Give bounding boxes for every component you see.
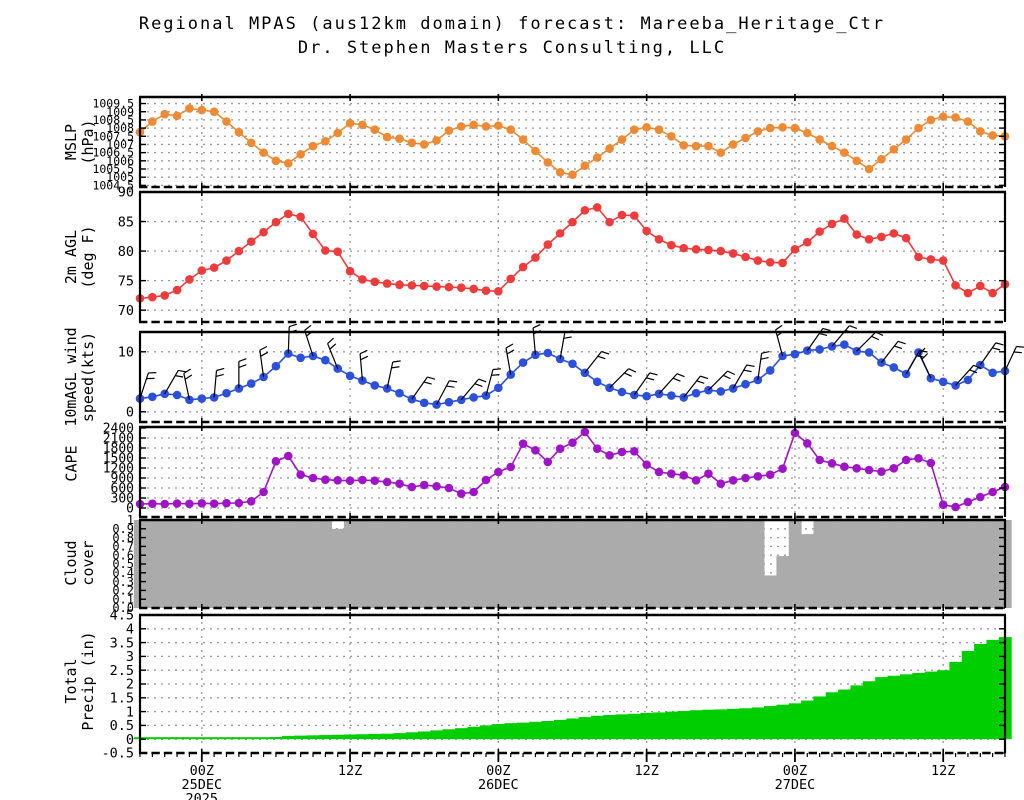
svg-text:600: 600 bbox=[111, 482, 134, 497]
svg-text:25DEC: 25DEC bbox=[181, 777, 222, 793]
svg-text:0.0: 0.0 bbox=[112, 601, 134, 615]
svg-text:10: 10 bbox=[118, 345, 134, 361]
chart-title: Regional MPAS (aus12km domain) forecast:… bbox=[138, 14, 886, 34]
svg-text:0.2: 0.2 bbox=[112, 584, 134, 598]
svg-text:0: 0 bbox=[126, 732, 134, 748]
svg-text:12Z: 12Z bbox=[338, 763, 362, 779]
svg-text:1006: 1006 bbox=[106, 154, 134, 168]
svg-text:0: 0 bbox=[126, 405, 134, 421]
svg-text:1005: 1005 bbox=[106, 170, 134, 184]
svg-text:2025: 2025 bbox=[186, 791, 219, 800]
svg-text:3.5: 3.5 bbox=[110, 635, 134, 651]
svg-text:0.7: 0.7 bbox=[112, 540, 134, 554]
svg-text:75: 75 bbox=[118, 273, 134, 289]
svg-text:-0.5: -0.5 bbox=[101, 746, 134, 762]
svg-text:1004.5: 1004.5 bbox=[92, 178, 134, 192]
svg-text:2.5: 2.5 bbox=[110, 663, 134, 679]
svg-text:900: 900 bbox=[111, 472, 134, 487]
svg-text:1009.5: 1009.5 bbox=[92, 97, 134, 111]
svg-text:0.8: 0.8 bbox=[112, 531, 134, 545]
svg-text:1: 1 bbox=[126, 704, 134, 720]
svg-text:26DEC: 26DEC bbox=[478, 777, 519, 793]
svg-text:0: 0 bbox=[126, 502, 134, 517]
svg-text:00Z: 00Z bbox=[783, 763, 807, 779]
svg-text:12Z: 12Z bbox=[931, 763, 955, 779]
svg-text:12Z: 12Z bbox=[634, 763, 658, 779]
svg-text:80: 80 bbox=[118, 244, 134, 260]
svg-text:1.5: 1.5 bbox=[110, 691, 134, 707]
svg-text:3: 3 bbox=[126, 649, 134, 665]
svg-text:1009: 1009 bbox=[106, 105, 134, 119]
svg-text:0.6: 0.6 bbox=[112, 548, 134, 562]
svg-text:1006.5: 1006.5 bbox=[92, 146, 134, 160]
svg-text:0.5: 0.5 bbox=[112, 557, 134, 571]
svg-text:70: 70 bbox=[118, 303, 134, 319]
svg-text:00Z: 00Z bbox=[190, 763, 214, 779]
svg-text:0.3: 0.3 bbox=[112, 575, 134, 589]
svg-text:27DEC: 27DEC bbox=[775, 777, 816, 793]
svg-text:1007.5: 1007.5 bbox=[92, 129, 134, 143]
svg-text:300: 300 bbox=[111, 492, 134, 507]
svg-text:85: 85 bbox=[118, 214, 134, 230]
svg-text:1: 1 bbox=[127, 513, 134, 527]
svg-text:0.5: 0.5 bbox=[110, 718, 134, 734]
svg-text:0.1: 0.1 bbox=[112, 592, 134, 606]
svg-text:2400: 2400 bbox=[103, 422, 134, 437]
svg-text:1008.5: 1008.5 bbox=[92, 113, 134, 127]
svg-text:1200: 1200 bbox=[103, 462, 134, 477]
svg-text:1007: 1007 bbox=[106, 137, 134, 151]
svg-text:00Z: 00Z bbox=[486, 763, 510, 779]
chart-subtitle: Dr. Stephen Masters Consulting, LLC bbox=[297, 38, 727, 58]
svg-text:0.9: 0.9 bbox=[112, 522, 134, 536]
svg-text:1008: 1008 bbox=[106, 121, 134, 135]
svg-text:1005.5: 1005.5 bbox=[92, 162, 134, 176]
svg-text:4: 4 bbox=[126, 622, 134, 638]
svg-text:90: 90 bbox=[118, 185, 134, 201]
svg-text:1500: 1500 bbox=[103, 452, 134, 467]
svg-text:4.5: 4.5 bbox=[110, 608, 134, 624]
svg-text:0.4: 0.4 bbox=[112, 566, 134, 580]
svg-text:2100: 2100 bbox=[103, 432, 134, 447]
svg-text:2: 2 bbox=[126, 677, 134, 693]
svg-text:1800: 1800 bbox=[103, 442, 134, 457]
